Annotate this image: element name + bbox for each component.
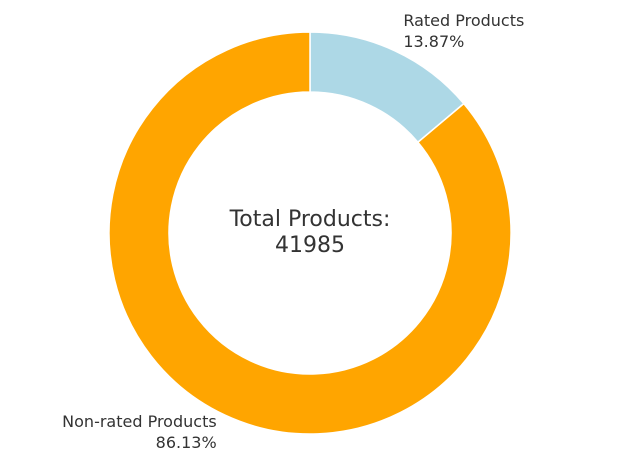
center-total: 41985 (275, 233, 345, 258)
segment-label: Non-rated Products (62, 412, 217, 431)
center-label: Total Products: (229, 207, 391, 232)
segment-value-label: 13.87% (403, 32, 464, 51)
segment-label: Rated Products (403, 11, 524, 30)
segment-value-label: 86.13% (156, 433, 217, 452)
donut-segment (108, 31, 512, 435)
